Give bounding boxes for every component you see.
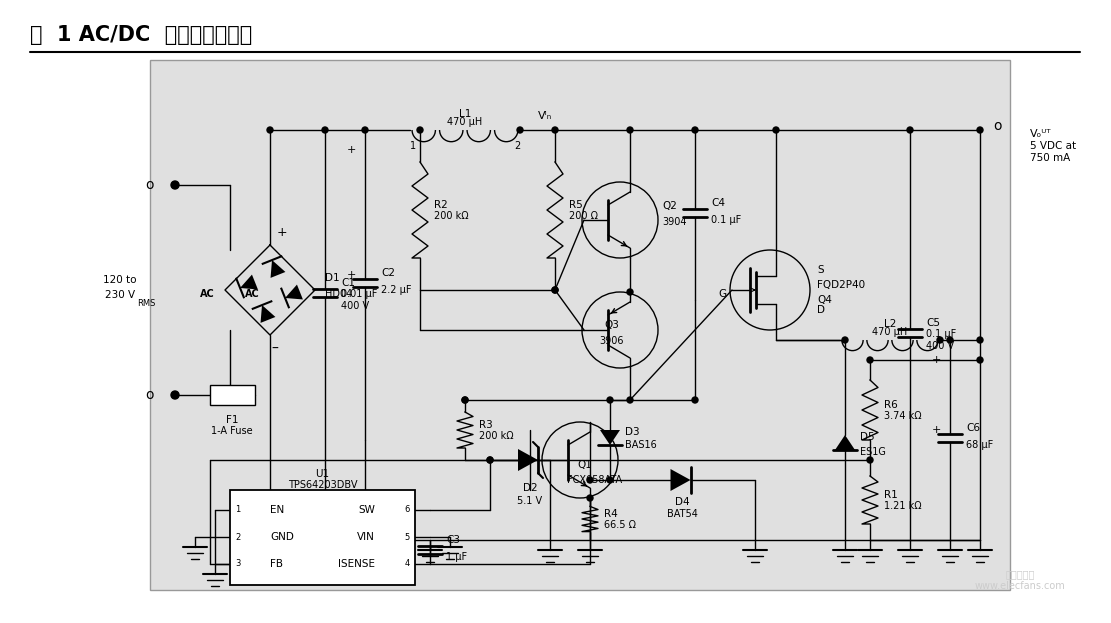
Polygon shape: [835, 435, 855, 450]
Text: FQD2P40: FQD2P40: [817, 280, 865, 290]
Text: 68 μF: 68 μF: [965, 440, 993, 450]
Polygon shape: [271, 260, 286, 278]
Circle shape: [171, 181, 179, 189]
Text: 3904: 3904: [662, 217, 687, 227]
Circle shape: [627, 289, 633, 295]
Text: S: S: [817, 265, 823, 275]
Circle shape: [517, 127, 523, 133]
Circle shape: [417, 127, 423, 133]
Text: C2: C2: [381, 268, 396, 278]
Text: 5.1 V: 5.1 V: [518, 496, 542, 506]
Text: 470 μH: 470 μH: [448, 117, 482, 127]
Text: D2: D2: [522, 483, 538, 493]
Text: 2.2 μF: 2.2 μF: [381, 285, 411, 295]
Text: Q1: Q1: [578, 460, 592, 470]
Text: 1.21 kΩ: 1.21 kΩ: [884, 501, 922, 511]
Text: C1: C1: [341, 278, 356, 288]
Text: 66.5 Ω: 66.5 Ω: [604, 520, 635, 530]
Circle shape: [587, 495, 593, 501]
Text: G: G: [718, 289, 727, 299]
Text: AC: AC: [244, 289, 259, 299]
Text: 3.74 kΩ: 3.74 kΩ: [884, 411, 922, 421]
Text: +: +: [347, 270, 356, 280]
Text: 2: 2: [514, 141, 520, 151]
Text: 1: 1: [410, 141, 416, 151]
Circle shape: [627, 127, 633, 133]
Circle shape: [867, 457, 873, 463]
Text: 图  1 AC/DC  降压转换器电路: 图 1 AC/DC 降压转换器电路: [30, 25, 252, 45]
Text: 1-A Fuse: 1-A Fuse: [211, 426, 253, 436]
Text: 200 Ω: 200 Ω: [569, 211, 598, 221]
Circle shape: [462, 397, 468, 403]
Text: 1: 1: [236, 505, 241, 515]
Text: Q2: Q2: [662, 201, 677, 211]
Circle shape: [692, 127, 698, 133]
Text: HD04: HD04: [326, 289, 352, 299]
Text: D3: D3: [625, 427, 640, 437]
Circle shape: [552, 127, 558, 133]
Text: 0.1 μF: 0.1 μF: [711, 215, 741, 225]
FancyBboxPatch shape: [210, 385, 256, 405]
Text: R5: R5: [569, 200, 583, 210]
Polygon shape: [286, 285, 303, 300]
Text: TPS64203DBV: TPS64203DBV: [288, 480, 358, 490]
Text: L2: L2: [884, 319, 897, 329]
Polygon shape: [261, 305, 276, 323]
Text: 6: 6: [404, 505, 410, 515]
Circle shape: [937, 337, 943, 343]
Circle shape: [607, 477, 613, 483]
Circle shape: [977, 357, 983, 363]
Text: o: o: [146, 178, 154, 192]
Circle shape: [977, 337, 983, 343]
Text: 120 to: 120 to: [103, 275, 137, 285]
Circle shape: [487, 457, 493, 463]
Circle shape: [627, 397, 633, 403]
Polygon shape: [240, 275, 258, 290]
Text: +: +: [277, 227, 288, 239]
Circle shape: [552, 287, 558, 293]
FancyBboxPatch shape: [150, 60, 1010, 590]
Text: R4: R4: [604, 509, 618, 519]
Text: 4: 4: [404, 559, 410, 569]
Circle shape: [947, 337, 953, 343]
Text: C6: C6: [965, 423, 980, 433]
Text: D5: D5: [860, 432, 874, 442]
Text: +: +: [931, 355, 941, 365]
FancyBboxPatch shape: [230, 490, 416, 585]
Polygon shape: [518, 449, 538, 471]
Circle shape: [842, 337, 848, 343]
Text: C3: C3: [446, 535, 460, 545]
Text: 0.1 μF
400 V: 0.1 μF 400 V: [925, 329, 957, 351]
Text: Vᴵₙ: Vᴵₙ: [538, 111, 552, 121]
Text: 0.01 μF
400 V: 0.01 μF 400 V: [341, 289, 378, 311]
Text: C5: C5: [925, 318, 940, 328]
Polygon shape: [671, 469, 691, 491]
Circle shape: [462, 397, 468, 403]
Circle shape: [487, 457, 493, 463]
Text: FB: FB: [270, 559, 283, 569]
Text: 1 μF: 1 μF: [446, 552, 467, 562]
Circle shape: [607, 397, 613, 403]
Circle shape: [773, 127, 779, 133]
Text: C4: C4: [711, 198, 725, 208]
Text: 3906: 3906: [600, 336, 624, 346]
Text: FCX658ATA: FCX658ATA: [568, 475, 622, 485]
Text: U1: U1: [316, 469, 330, 479]
Text: 200 kΩ: 200 kΩ: [434, 211, 469, 221]
Circle shape: [322, 127, 328, 133]
Text: 470 μH: 470 μH: [872, 327, 908, 337]
Text: –: –: [271, 342, 279, 356]
Circle shape: [977, 127, 983, 133]
Text: BAT54: BAT54: [667, 509, 698, 519]
Text: Q4: Q4: [817, 295, 832, 305]
Circle shape: [587, 477, 593, 483]
Text: ES1G: ES1G: [860, 447, 885, 457]
Text: D1: D1: [326, 273, 340, 283]
Text: SW: SW: [358, 505, 376, 515]
Text: o: o: [993, 119, 1002, 133]
Text: GND: GND: [270, 532, 294, 542]
Text: 200 kΩ: 200 kΩ: [479, 431, 513, 441]
Text: D: D: [817, 305, 825, 315]
Text: R6: R6: [884, 400, 898, 410]
